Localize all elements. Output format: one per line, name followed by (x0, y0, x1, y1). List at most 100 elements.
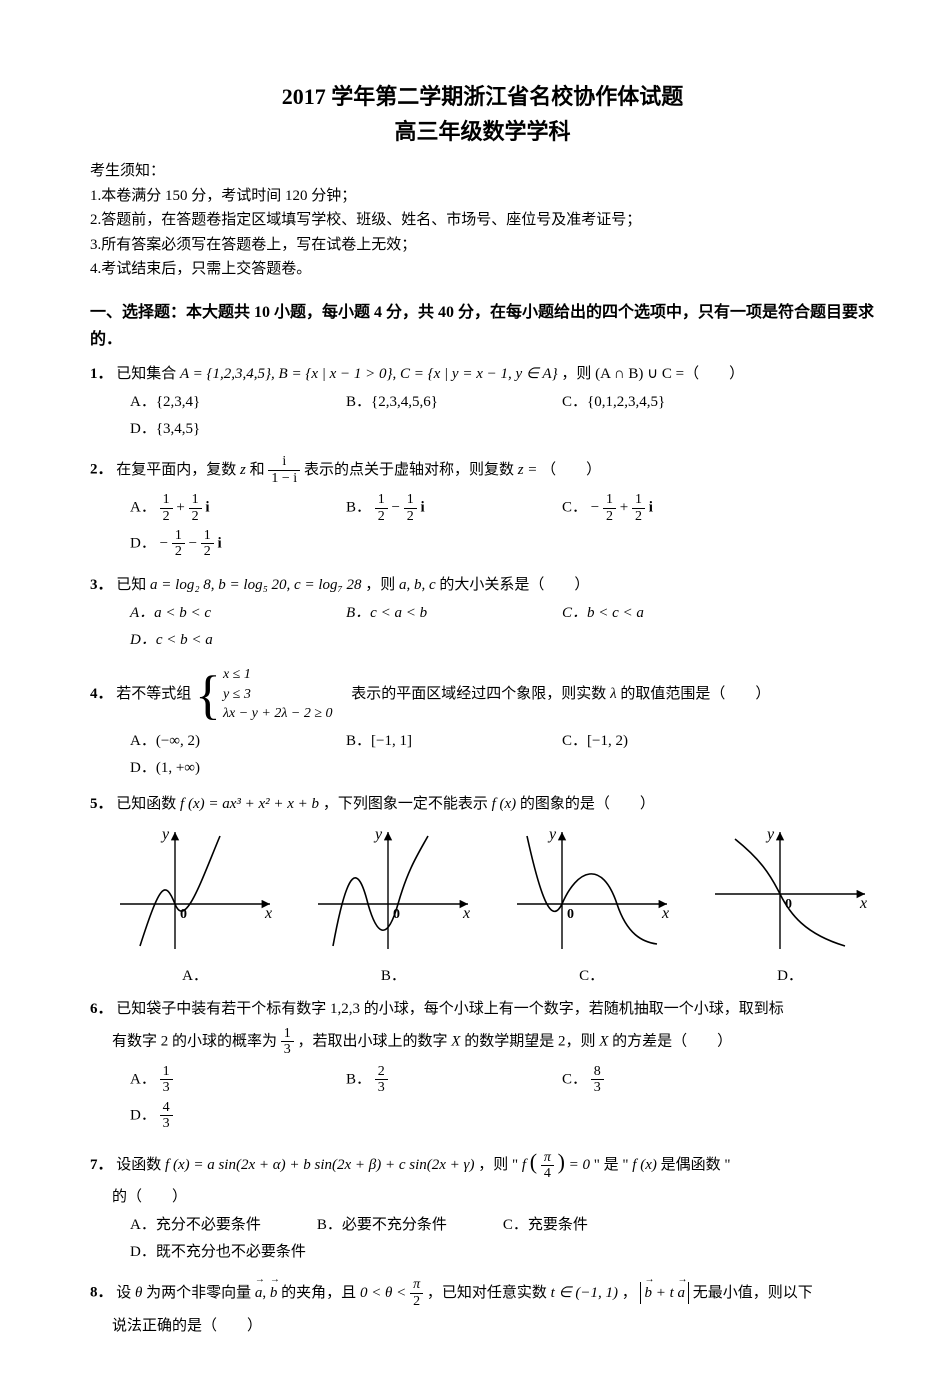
q4-options: A．(−∞, 2) B．[−1, 1] C．[−1, 2) D．(1, +∞) (130, 730, 875, 783)
q7-rpar: ) (558, 1149, 565, 1174)
q6-l2a: 有数字 2 的小球的概率为 (112, 1033, 281, 1049)
q6-a-n: 1 (160, 1064, 173, 1080)
q6-options: A． 13 B． 23 C． 83 D． 43 (130, 1064, 875, 1136)
q7-mid1: ，则 " (478, 1157, 522, 1173)
q2-mid1: 和 (250, 462, 269, 478)
q8-pin: π (410, 1277, 423, 1293)
q2-zeq: z = (518, 462, 538, 478)
q2-b-op: − (392, 499, 400, 515)
q1-pre: 已知集合 (116, 366, 180, 382)
q4-sys-2: y ≤ 3 (223, 685, 333, 705)
q5-label-c: C． (507, 965, 677, 988)
q5-graph-b: y x 0 B． (308, 824, 478, 988)
q7-pid: 4 (541, 1166, 554, 1181)
q6-opt-c: C． 83 (562, 1064, 722, 1096)
q6-c-l: C． (562, 1071, 587, 1087)
q6-c-d: 3 (591, 1080, 604, 1095)
q2-b-label: B． (346, 499, 371, 515)
graph-d-svg: y x 0 (705, 824, 875, 954)
q4-opt-c: C．[−1, 2) (562, 730, 722, 753)
q1-options: A．{2,3,4} B．{2,3,4,5,6} C．{0,1,2,3,4,5} … (130, 391, 875, 444)
q6-line1: 已知袋子中装有若干个标有数字 1,2,3 的小球，每个小球上有一个数字，若随机抽… (116, 1001, 784, 1017)
page-title: 2017 学年第二学期浙江省名校协作体试题 (90, 80, 875, 113)
q7-opt-a: A．充分不必要条件 (130, 1214, 261, 1237)
q5-pre: 已知函数 (116, 796, 180, 812)
q7-mid3: 是偶函数 " (661, 1157, 731, 1173)
q1-post: ，则 (A ∩ B) ∪ C =（ ） (561, 366, 744, 382)
q4-post: 的取值范围是（ ） (620, 686, 770, 702)
q6-l2c: 的数学期望是 2，则 (464, 1033, 599, 1049)
q1-math: A = {1,2,3,4,5}, B = {x | x − 1 > 0}, C … (180, 366, 558, 382)
graph-a-x: x (264, 905, 272, 922)
notice-head: 考生须知： (90, 160, 875, 183)
graph-b-x: x (462, 905, 470, 922)
q6-opt-d: D． 43 (130, 1100, 290, 1132)
q5-graph-c: y x 0 C． (507, 824, 677, 988)
q2-num: 2． (90, 462, 113, 478)
q5-post: 的图象的是（ ） (520, 796, 655, 812)
notice-item-2: 2.答题前，在答题卷指定区域填写学校、班级、姓名、市场号、座位号及准考证号； (90, 209, 875, 232)
q7-opt-d: D．既不充分也不必要条件 (130, 1241, 306, 1264)
q7-mid2: " 是 " (594, 1157, 633, 1173)
q6-a-d: 3 (160, 1080, 173, 1095)
q1-opt-b: B．{2,3,4,5,6} (346, 391, 506, 414)
graph-b-svg: y x 0 (308, 824, 478, 954)
q3-opt-c: C．b < c < a (562, 602, 722, 625)
q4-lambda: λ (610, 686, 617, 702)
page-subtitle: 高三年级数学学科 (90, 115, 875, 148)
q7-num: 7． (90, 1157, 113, 1173)
q3-options: A．a < b < c B．c < a < b C．b < c < a D．c … (130, 602, 875, 655)
q4-opt-b: B．[−1, 1] (346, 730, 506, 753)
q3-abc: a, b, c (399, 577, 436, 593)
q2-d-label: D． (130, 535, 156, 551)
question-5: 5． 已知函数 f (x) = ax³ + x² + x + b ，下列图象一定… (90, 793, 875, 988)
q7-pin: π (541, 1150, 554, 1166)
notice-item-1: 1.本卷满分 150 分，考试时间 120 分钟； (90, 185, 875, 208)
q8-va: a (255, 1282, 263, 1305)
q6-opt-a: A． 13 (130, 1064, 290, 1096)
q7-eq0: = 0 (569, 1157, 590, 1173)
q6-line2: 有数字 2 的小球的概率为 13 ，若取出小球上的数字 X 的数学期望是 2，则… (112, 1026, 875, 1058)
q7-lpar: ( (530, 1149, 537, 1174)
q2-d-d1: 2 (172, 544, 185, 559)
q3-math: a = log₂ 8, b = log₅ 20, c = log₇ 28 (150, 577, 361, 593)
q5-text: 已知函数 f (x) = ax³ + x² + x + b ，下列图象一定不能表… (116, 796, 655, 812)
question-8: 8． 设 θ 为两个非零向量 a, b 的夹角，且 0 < θ < π2 ，已知… (90, 1277, 875, 1337)
q2-mid2: 表示的点关于虚轴对称，则复数 (304, 462, 518, 478)
question-2: 2． 在复平面内，复数 z 和 i 1 − i 表示的点关于虚轴对称，则复数 z… (90, 454, 875, 563)
q5-label-d: D． (705, 965, 875, 988)
q2-z: z (240, 462, 246, 478)
q2-d-op: − (189, 535, 197, 551)
q4-text: 若不等式组 { x ≤ 1 y ≤ 3 λx − y + 2λ − 2 ≥ 0 … (116, 686, 770, 702)
q1-text: 已知集合 A = {1,2,3,4,5}, B = {x | x − 1 > 0… (116, 366, 744, 382)
q4-pre: 若不等式组 (116, 686, 195, 702)
q2-text: 在复平面内，复数 z 和 i 1 − i 表示的点关于虚轴对称，则复数 z = … (116, 462, 601, 478)
q8-abs: b + t a (640, 1282, 689, 1305)
q2-c-i: i (649, 499, 653, 515)
q8-tin: t ∈ (−1, 1) (551, 1285, 618, 1301)
q2-opt-c: C． − 12 + 12 i (562, 492, 722, 524)
q2-c-op: + (620, 499, 628, 515)
q2-b-n1: 1 (375, 492, 388, 508)
q6-opt-b: B． 23 (346, 1064, 506, 1096)
q2-a-i: i (205, 499, 209, 515)
q2-a-d1: 2 (160, 509, 173, 524)
q2-options: A． 12 + 12 i B． 12 − 12 i C． − 12 + 12 i… (130, 492, 875, 564)
q1-opt-c: C．{0,1,2,3,4,5} (562, 391, 722, 414)
q8-range: 0 < θ < (360, 1285, 410, 1301)
q2-a-d2: 2 (189, 509, 202, 524)
q2-frac-d: 1 − i (268, 471, 300, 486)
q7-text: 设函数 f (x) = a sin(2x + α) + b sin(2x + β… (116, 1157, 730, 1173)
q8-mid5: 无最小值，则以下 (693, 1285, 813, 1301)
q1-opt-d: D．{3,4,5} (130, 418, 290, 441)
q5-math: f (x) = ax³ + x² + x + b (180, 796, 319, 812)
q7-fx: f (x) (632, 1157, 657, 1173)
q3-post: 的大小关系是（ ） (439, 577, 589, 593)
q7-f: f (522, 1157, 526, 1173)
q2-c-d1: 2 (603, 509, 616, 524)
question-4: 4． 若不等式组 { x ≤ 1 y ≤ 3 λx − y + 2λ − 2 ≥… (90, 665, 875, 783)
q8-theta: θ (135, 1285, 142, 1301)
q7-opt-b: B．必要不充分条件 (317, 1214, 447, 1237)
q2-a-op: + (176, 499, 184, 515)
q8-text: 设 θ 为两个非零向量 a, b 的夹角，且 0 < θ < π2 ，已知对任意… (116, 1285, 813, 1301)
